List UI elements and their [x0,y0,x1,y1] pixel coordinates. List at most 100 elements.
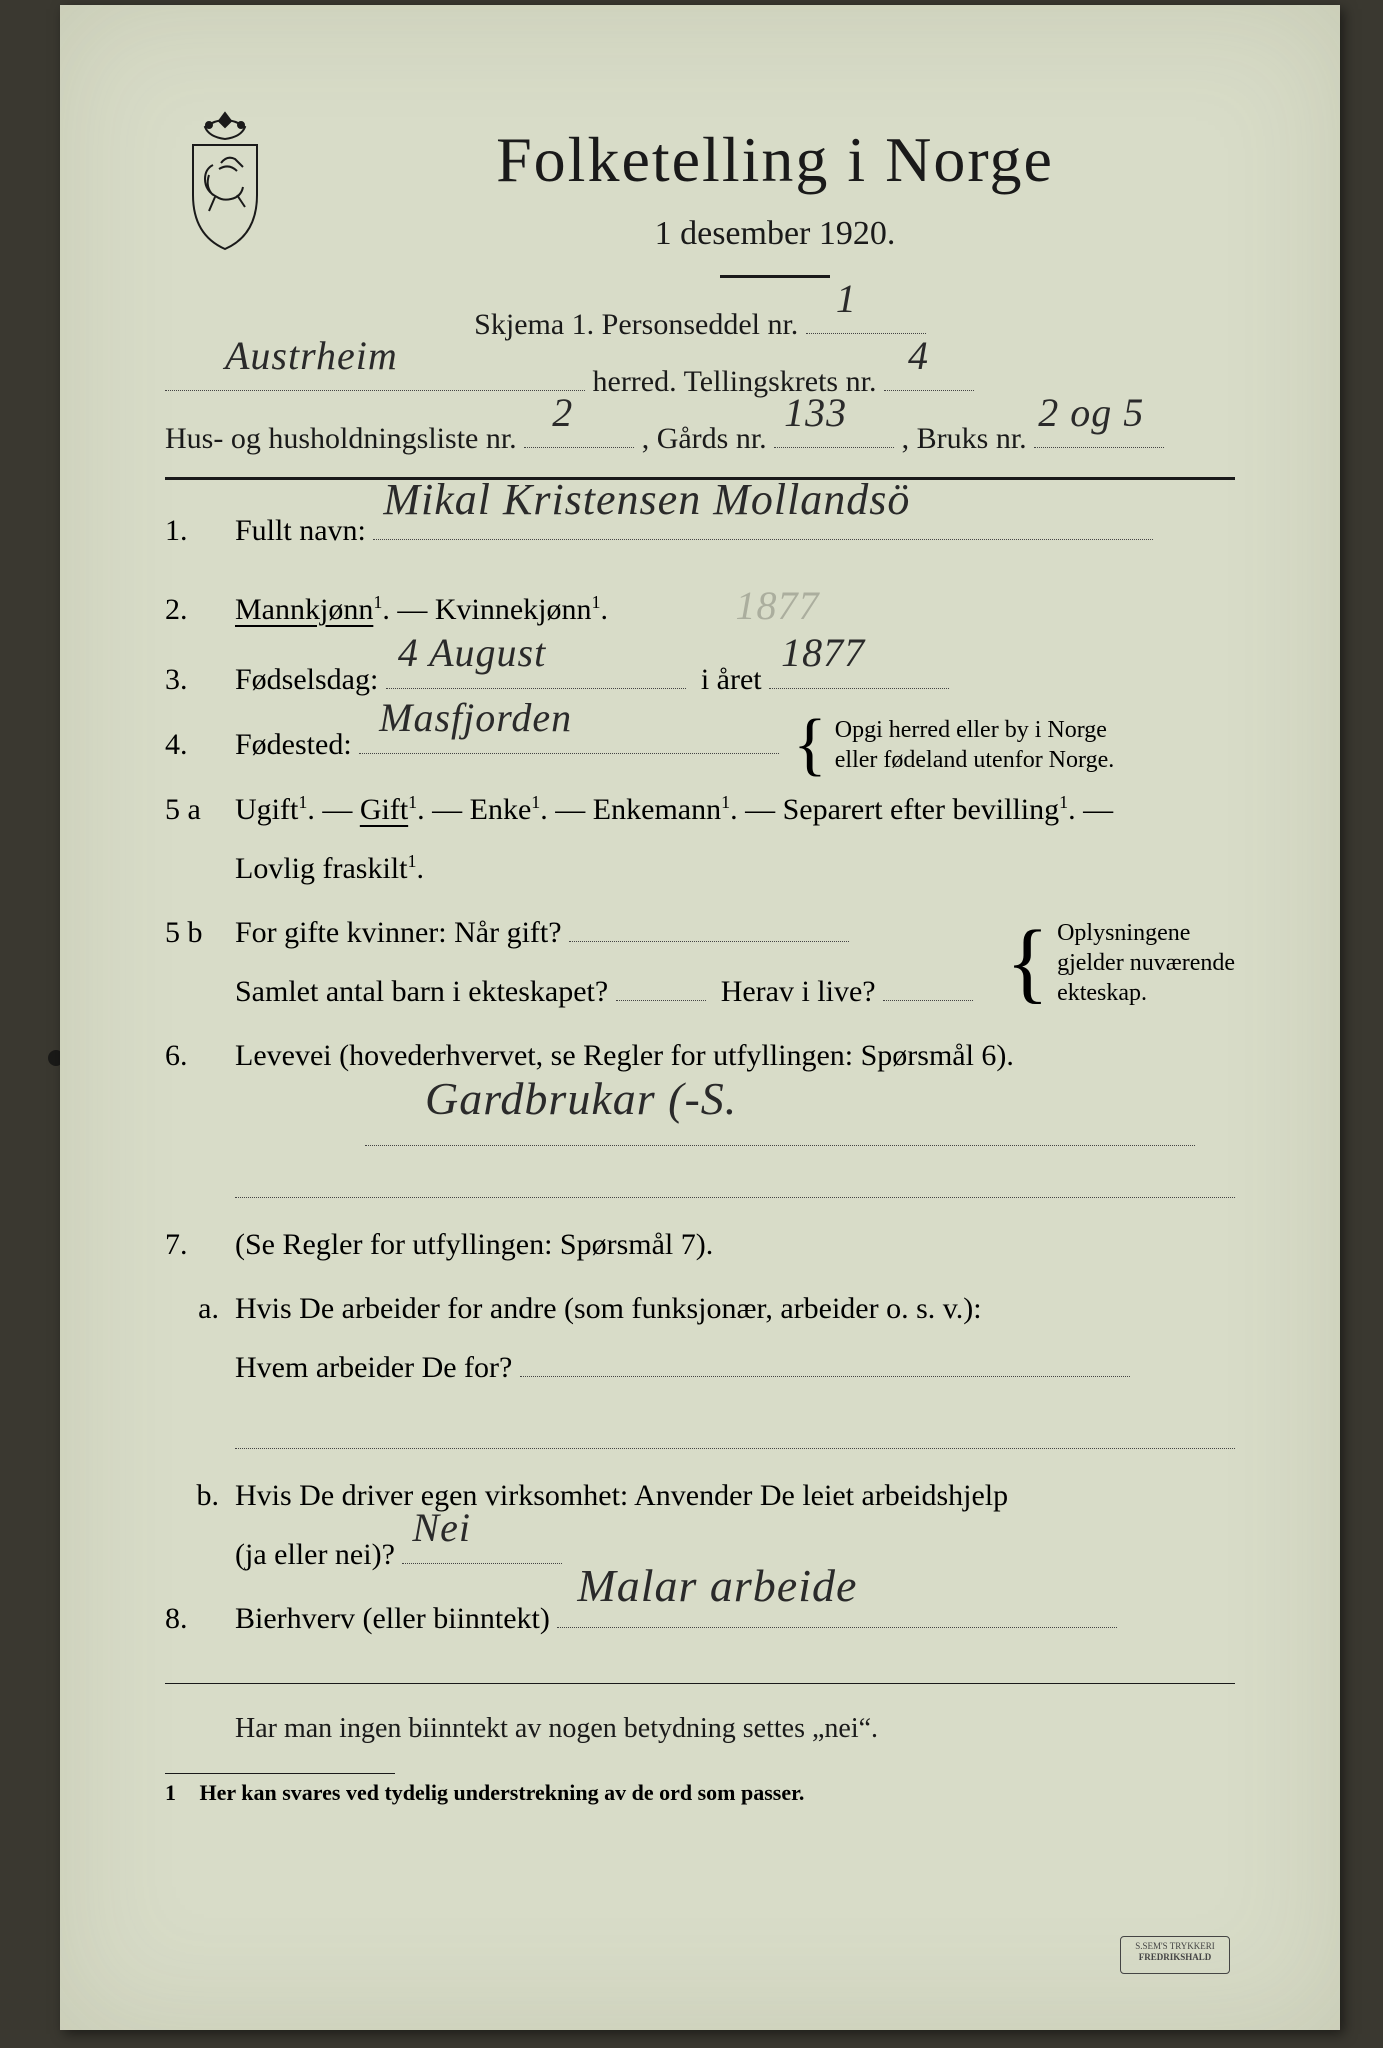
title-rule [720,275,830,278]
q6-num: 6. [165,1039,219,1073]
q5a-gift: Gift [360,793,408,826]
q5b-live-field [883,965,973,1001]
herred-value: Austrheim [225,318,398,394]
main-title: Folketelling i Norge [315,123,1235,197]
footnote: 1 Her kan svares ved tydelig understrekn… [165,1780,1235,1806]
q7: 7. (Se Regler for utfyllingen: Spørsmål … [165,1216,1235,1275]
stamp-l1: S.SEM'S TRYKKERI [1121,1941,1229,1952]
sup2: 1 [591,592,600,612]
bruks-field: 2 og 5 [1034,412,1164,448]
q4: 4. Fødested: Masfjorden { Opgi herred el… [165,715,1235,775]
q4-note-text: Opgi herred eller by i Norge eller fødel… [835,715,1114,775]
printer-stamp: S.SEM'S TRYKKERI FREDRIKSHALD [1120,1936,1230,1974]
q5a-enke: Enke [470,793,532,826]
q4-note-l2: eller fødeland utenfor Norge. [835,747,1114,773]
q8-value: Malar arbeide [577,1541,857,1631]
q5b-note-l1: Oplysningene [1057,920,1190,946]
q5a-num: 5 a [165,793,219,827]
q5b-l2b: Herav i live? [721,975,876,1008]
q5b-note-l2: gjelder nuværende [1057,950,1235,976]
q5a: 5 a Ugift1. — Gift1. — Enke1. — Enkemann… [165,781,1235,898]
crest-svg [165,105,285,255]
q8: 8. Bierhverv (eller biinntekt) Malar arb… [165,1590,1235,1649]
q3-num: 3. [165,663,219,697]
q7a-l2: Hvem arbeider De for? [235,1351,512,1384]
q6-field-2 [235,1152,1235,1198]
header: Folketelling i Norge 1 desember 1920. [165,105,1235,278]
q2-num: 2. [165,593,219,627]
q3-label: Fødselsdag: [235,663,378,696]
foot-line: Har man ingen biinntekt av nogen betydni… [235,1702,1235,1755]
tellingskrets-value: 4 [908,318,929,394]
gards-field: 133 [774,412,894,448]
q7b-field: Nei [402,1528,562,1564]
q1-label: Fullt navn: [235,514,366,547]
q7a-num: a. [165,1292,219,1326]
q7b-l1: Hvis De driver egen virksomhet: Anvender… [235,1479,1008,1512]
q5a-enkemann: Enkemann [593,793,721,826]
bruks-label: , Bruks nr. [902,422,1027,455]
q5a-ugift: Ugift [235,793,298,826]
q1-body: Fullt navn: Mikal Kristensen Mollandsö [235,502,1235,561]
q7-num: 7. [165,1228,219,1262]
husliste-value: 2 [552,375,573,451]
q4-body: Fødested: Masfjorden { Opgi herred eller… [235,715,1235,775]
q2: 2. Mannkjønn1. — Kvinnekjønn1. 1877 [165,567,1235,645]
q5a-body: Ugift1. — Gift1. — Enke1. — Enkemann1. —… [235,781,1235,898]
footnote-text: Her kan svares ved tydelig understreknin… [200,1780,805,1805]
brace-icon: { [793,724,827,766]
q5b-left: For gifte kvinner: Når gift? Samlet anta… [235,904,1006,1021]
q5b-note-l3: ekteskap. [1057,980,1147,1006]
sup1: 1 [373,592,382,612]
q3-year-field: 1877 [769,653,949,689]
brace-icon-2: { [1006,936,1049,990]
q6-value: Gardbrukar (-S. [425,1055,737,1142]
q4-note-l1: Opgi herred eller by i Norge [835,717,1107,743]
bruks-value: 2 og 5 [1038,375,1144,451]
title-block: Folketelling i Norge 1 desember 1920. [315,105,1235,278]
q3-mid: i året [701,663,762,696]
q7b-num: b. [165,1479,219,1513]
q7-label: (Se Regler for utfyllingen: Spørsmål 7). [235,1216,1235,1275]
q5a-lovlig: Lovlig fraskilt [235,852,407,885]
q2-mann: Mannkjønn [235,593,373,626]
q7a-l1: Hvis De arbeider for andre (som funksjon… [235,1292,982,1325]
q5b-gift-field [569,906,849,942]
husliste-label: Hus- og husholdningsliste nr. [165,422,517,455]
q5a-sep: Separert efter bevilling [783,793,1060,826]
q1: 1. Fullt navn: Mikal Kristensen Mollands… [165,502,1235,561]
q5b-body: For gifte kvinner: Når gift? Samlet anta… [235,904,1235,1021]
coat-of-arms-icon [165,105,285,255]
q5b-num: 5 b [165,916,219,950]
q5b-note-text: Oplysningene gjelder nuværende ekteskap. [1057,918,1235,1008]
q7b-value: Nei [412,1489,471,1567]
q4-value: Masfjorden [379,679,572,757]
q2-body: Mannkjønn1. — Kvinnekjønn1. 1877 [235,567,1235,645]
q7a-field-2 [235,1403,1235,1449]
husliste-field: 2 [524,412,634,448]
q7a-body: Hvis De arbeider for andre (som funksjon… [235,1280,1235,1397]
personseddel-value: 1 [836,261,857,337]
q8-label: Bierhverv (eller biinntekt) [235,1602,550,1635]
q4-label: Fødested: [235,728,352,761]
q6-field: Gardbrukar (-S. [365,1092,1195,1146]
stamp-l2: FREDRIKSHALD [1121,1952,1229,1963]
q8-num: 8. [165,1602,219,1636]
q3: 3. Fødselsdag: 4 August i året 1877 [165,651,1235,710]
document-page: Folketelling i Norge 1 desember 1920. Sk… [60,5,1340,2030]
q5b-l1: For gifte kvinner: Når gift? [235,916,562,949]
q5b-l2a: Samlet antal barn i ekteskapet? [235,975,608,1008]
herred-field: Austrheim [165,355,585,391]
q4-field: Masfjorden [359,718,779,754]
q5b: 5 b For gifte kvinner: Når gift? Samlet … [165,904,1235,1021]
q1-field: Mikal Kristensen Mollandsö [373,504,1153,540]
q7a-field [520,1341,1130,1377]
q4-num: 4. [165,728,219,762]
q4-note: { Opgi herred eller by i Norge eller fød… [793,715,1114,775]
q8-body: Bierhverv (eller biinntekt) Malar arbeid… [235,1590,1235,1649]
q8-field: Malar arbeide [557,1592,1117,1628]
footnote-rule [165,1773,395,1774]
divider-thin-1 [165,1683,1235,1684]
q1-value: Mikal Kristensen Mollandsö [383,457,910,543]
gards-value: 133 [784,375,847,451]
